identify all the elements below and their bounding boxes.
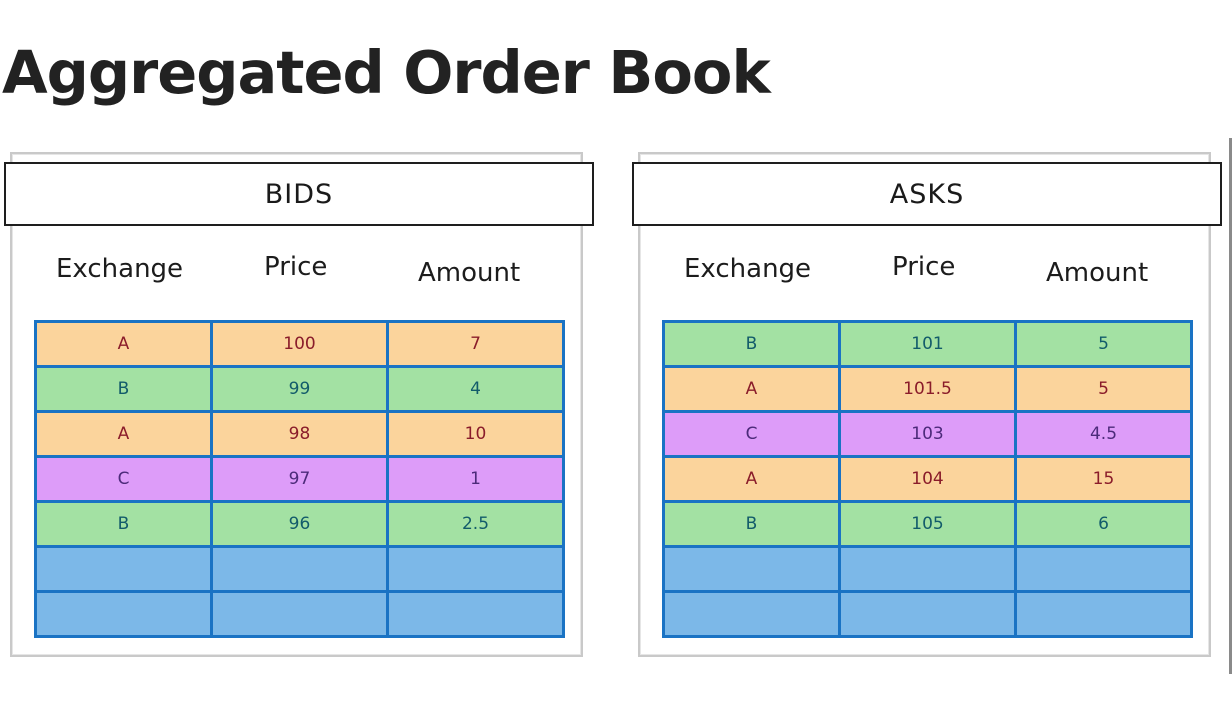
bids-header: BIDS xyxy=(4,162,594,226)
asks-cell-exchange: B xyxy=(662,500,841,548)
bids-cell-price xyxy=(210,545,389,593)
asks-panel: ASKS Exchange Price Amount B 101 5 A 101.5 5 C… xyxy=(632,152,1222,657)
asks-cell-price: 101.5 xyxy=(838,365,1017,413)
bids-cell-price: 96 xyxy=(210,500,389,548)
asks-cell-price xyxy=(838,590,1017,638)
asks-cell-amount: 4.5 xyxy=(1014,410,1193,458)
bids-col-amount: Amount xyxy=(418,258,521,288)
bids-cell-amount: 4 xyxy=(386,365,565,413)
asks-row: B 101 5 xyxy=(662,320,1193,368)
asks-row: A 101.5 5 xyxy=(662,365,1193,413)
bids-row: A 100 7 xyxy=(34,320,565,368)
window-edge xyxy=(1229,138,1232,674)
asks-cell-exchange: A xyxy=(662,365,841,413)
asks-cell-exchange: A xyxy=(662,455,841,503)
bids-cell-exchange: A xyxy=(34,410,213,458)
bids-row xyxy=(34,590,565,638)
asks-col-price: Price xyxy=(892,252,956,282)
bids-cell-amount xyxy=(386,545,565,593)
page-title: Aggregated Order Book xyxy=(2,38,771,107)
asks-row: A 104 15 xyxy=(662,455,1193,503)
asks-cell-price: 101 xyxy=(838,320,1017,368)
bids-cell-price: 98 xyxy=(210,410,389,458)
bids-col-exchange: Exchange xyxy=(56,254,184,284)
bids-cell-exchange: C xyxy=(34,455,213,503)
asks-cell-amount: 5 xyxy=(1014,320,1193,368)
asks-row: C 103 4.5 xyxy=(662,410,1193,458)
bids-cell-amount xyxy=(386,590,565,638)
bids-cell-exchange xyxy=(34,545,213,593)
asks-cell-exchange: C xyxy=(662,410,841,458)
asks-col-exchange: Exchange xyxy=(684,254,812,284)
bids-cell-amount: 7 xyxy=(386,320,565,368)
bids-row: B 99 4 xyxy=(34,365,565,413)
bids-cell-amount: 1 xyxy=(386,455,565,503)
bids-cell-price: 99 xyxy=(210,365,389,413)
asks-cell-amount xyxy=(1014,590,1193,638)
asks-header: ASKS xyxy=(632,162,1222,226)
asks-row xyxy=(662,545,1193,593)
asks-column-headers: Exchange Price Amount xyxy=(662,252,1192,292)
asks-cell-amount xyxy=(1014,545,1193,593)
bids-table: A 100 7 B 99 4 A 98 10 C 97 1 B 96 2.5 xyxy=(34,320,565,638)
asks-cell-amount: 15 xyxy=(1014,455,1193,503)
asks-row xyxy=(662,590,1193,638)
bids-cell-price: 97 xyxy=(210,455,389,503)
bids-panel: BIDS Exchange Price Amount A 100 7 B 99 4 A 98 1… xyxy=(4,152,594,657)
asks-cell-exchange: B xyxy=(662,320,841,368)
bids-row: B 96 2.5 xyxy=(34,500,565,548)
asks-table: B 101 5 A 101.5 5 C 103 4.5 A 104 15 B 105 6 xyxy=(662,320,1193,638)
bids-cell-exchange: B xyxy=(34,500,213,548)
asks-cell-exchange xyxy=(662,545,841,593)
asks-cell-price: 104 xyxy=(838,455,1017,503)
bids-cell-price xyxy=(210,590,389,638)
bids-cell-exchange: A xyxy=(34,320,213,368)
asks-cell-price xyxy=(838,545,1017,593)
bids-cell-exchange xyxy=(34,590,213,638)
asks-row: B 105 6 xyxy=(662,500,1193,548)
asks-cell-amount: 6 xyxy=(1014,500,1193,548)
asks-cell-exchange xyxy=(662,590,841,638)
bids-row: A 98 10 xyxy=(34,410,565,458)
bids-row xyxy=(34,545,565,593)
bids-cell-amount: 10 xyxy=(386,410,565,458)
asks-cell-price: 105 xyxy=(838,500,1017,548)
bids-col-price: Price xyxy=(264,252,328,282)
asks-cell-amount: 5 xyxy=(1014,365,1193,413)
bids-cell-exchange: B xyxy=(34,365,213,413)
bids-cell-price: 100 xyxy=(210,320,389,368)
asks-cell-price: 103 xyxy=(838,410,1017,458)
bids-cell-amount: 2.5 xyxy=(386,500,565,548)
bids-row: C 97 1 xyxy=(34,455,565,503)
asks-col-amount: Amount xyxy=(1046,258,1149,288)
bids-column-headers: Exchange Price Amount xyxy=(34,252,564,292)
